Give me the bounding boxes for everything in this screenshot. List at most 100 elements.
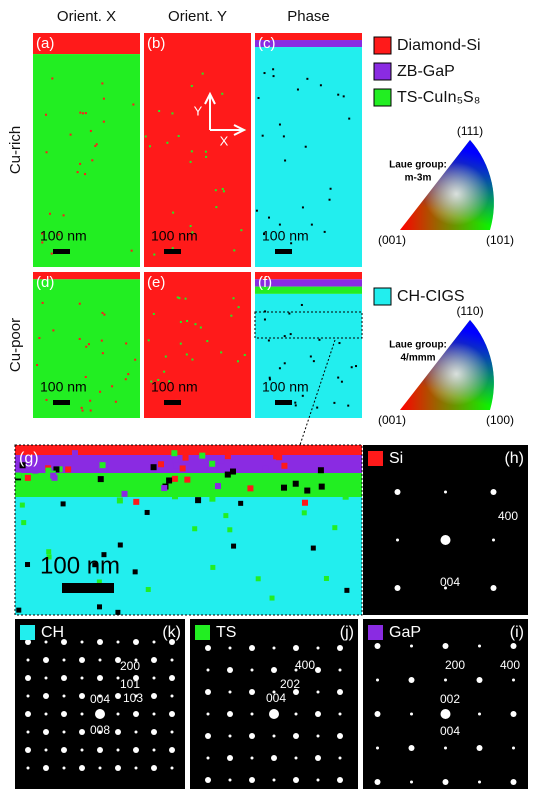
map-speck xyxy=(294,401,297,404)
map-speck xyxy=(268,376,271,379)
diffraction-spot xyxy=(97,639,103,645)
diffraction-spot xyxy=(98,658,102,662)
diffraction-spot xyxy=(512,746,515,750)
map-speck xyxy=(232,297,235,300)
map-speck xyxy=(57,233,60,236)
map-speck xyxy=(206,340,209,343)
diffraction-spot xyxy=(510,643,517,649)
label: Phase xyxy=(287,8,330,25)
map-speck xyxy=(171,112,174,115)
ipf-key xyxy=(400,320,494,410)
map-speck xyxy=(192,526,198,532)
diffraction-spot xyxy=(338,668,342,672)
map-speck xyxy=(194,323,197,326)
map-speck xyxy=(261,134,264,137)
map-speck xyxy=(114,400,117,403)
diffraction-spot xyxy=(79,693,85,699)
diffraction-spot xyxy=(44,676,48,680)
diffraction-spot xyxy=(206,668,210,672)
diffraction-spot xyxy=(80,640,84,644)
diffraction-spot xyxy=(97,747,103,753)
diffraction-spot xyxy=(294,668,298,672)
diffraction-spot xyxy=(478,644,481,648)
diffraction-spot xyxy=(61,639,67,645)
map-speck xyxy=(218,457,225,464)
map-speck xyxy=(84,173,87,176)
label: (001) xyxy=(378,233,406,247)
label: Y xyxy=(194,103,203,118)
map-speck xyxy=(342,95,345,98)
map-speck xyxy=(125,342,128,345)
diffraction-spot xyxy=(272,646,276,650)
label: ZB-GaP xyxy=(397,63,455,80)
diffraction-spot xyxy=(272,690,276,694)
map-speck xyxy=(289,333,292,336)
label: (101) xyxy=(486,233,514,247)
map-speck xyxy=(195,497,202,504)
map-speck xyxy=(344,587,350,593)
diffraction-spot xyxy=(169,639,175,645)
map-speck xyxy=(171,247,174,250)
map-region xyxy=(33,279,140,418)
label: TS-CuIn₅S₈ xyxy=(397,89,480,106)
map-speck xyxy=(323,575,329,581)
label: 400 xyxy=(295,658,315,672)
diffraction-spot xyxy=(293,777,299,783)
map-speck xyxy=(147,339,150,342)
map-speck xyxy=(91,159,94,162)
diffraction-spot xyxy=(249,733,255,739)
map-speck xyxy=(267,339,270,342)
diffraction-spot xyxy=(271,667,277,673)
map-speck xyxy=(238,500,244,506)
map-speck xyxy=(318,338,321,341)
diffraction-spot xyxy=(26,694,30,698)
map-speck xyxy=(210,564,216,570)
map-speck xyxy=(78,302,81,305)
label: (b) xyxy=(147,35,165,52)
diffraction-spot xyxy=(376,746,379,750)
map-speck xyxy=(292,480,299,487)
label: (110) xyxy=(456,304,483,318)
map-speck xyxy=(102,97,105,100)
map-speck xyxy=(199,452,206,459)
diffraction-spot xyxy=(294,756,298,760)
map-speck xyxy=(179,465,186,472)
diffraction-spot xyxy=(62,766,66,770)
diffraction-spot xyxy=(115,729,121,735)
diffraction-spot xyxy=(490,585,497,591)
diffraction-spot xyxy=(62,730,66,734)
map-speck xyxy=(309,355,312,358)
map-speck xyxy=(102,120,105,123)
diffraction-spot xyxy=(133,639,139,645)
map-speck xyxy=(263,318,266,321)
label: (h) xyxy=(504,450,524,467)
diffraction-spot xyxy=(442,643,449,649)
map-speck xyxy=(229,468,236,475)
label: CH-CIGS xyxy=(397,288,465,305)
map-speck xyxy=(99,462,106,469)
map-speck xyxy=(16,607,22,613)
label: (k) xyxy=(162,624,181,641)
map-speck xyxy=(69,133,72,136)
map-speck xyxy=(76,171,79,174)
map-speck xyxy=(21,520,27,526)
label: CH xyxy=(41,624,64,641)
diffraction-spot xyxy=(476,745,483,751)
label: Diamond-Si xyxy=(397,37,481,54)
map-speck xyxy=(72,450,79,457)
diffraction-spot xyxy=(337,689,343,695)
label: 002 xyxy=(440,692,460,706)
map-speck xyxy=(101,82,104,85)
diffraction-spot xyxy=(44,748,48,752)
map-speck xyxy=(97,476,104,483)
map-speck xyxy=(340,380,343,383)
map-speck xyxy=(168,380,171,383)
map-speck xyxy=(243,353,246,356)
map-speck xyxy=(278,223,281,226)
phase-swatch xyxy=(195,625,210,640)
map-speck xyxy=(166,477,173,484)
label: (i) xyxy=(510,624,524,641)
diffraction-spot xyxy=(294,712,298,716)
legend-swatch xyxy=(373,36,392,55)
diffraction-spot xyxy=(249,689,255,695)
